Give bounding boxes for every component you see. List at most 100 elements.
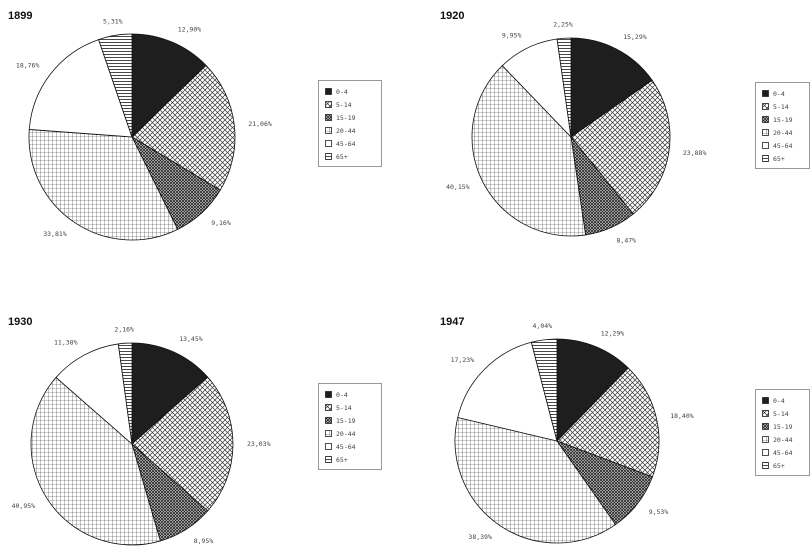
data-label: 2,25% — [553, 20, 573, 28]
chart-title-1899: 1899 — [8, 10, 33, 22]
data-label: 9,95% — [502, 31, 522, 39]
legend-swatch — [325, 153, 332, 160]
legend-swatch — [762, 116, 769, 123]
chart-title-1930: 1930 — [8, 316, 33, 328]
legend-item: 45-64 — [762, 446, 803, 459]
legend-item: 20-44 — [325, 124, 375, 137]
legend-label: 0-4 — [773, 89, 785, 98]
legend-swatch — [762, 449, 769, 456]
legend-item: 5-14 — [762, 100, 803, 113]
legend-swatch — [762, 142, 769, 149]
data-label: 40,15% — [446, 183, 470, 191]
legend-swatch — [325, 127, 332, 134]
data-label: 4,04% — [533, 322, 553, 330]
legend-item: 15-19 — [762, 420, 803, 433]
data-label: 18,40% — [670, 412, 694, 420]
data-label: 11,38% — [54, 339, 78, 347]
legend-item: 65+ — [762, 152, 803, 165]
legend-swatch — [325, 101, 332, 108]
data-label: 18,76% — [16, 62, 40, 70]
data-label: 23,03% — [247, 440, 271, 448]
legend-swatch — [762, 129, 769, 136]
legend-label: 20-44 — [336, 429, 356, 438]
legend-item: 65+ — [325, 150, 375, 163]
chart-title-1920: 1920 — [440, 10, 465, 22]
data-label: 17,23% — [451, 356, 475, 364]
data-label: 12,90% — [178, 25, 202, 33]
data-label: 9,16% — [211, 219, 231, 227]
pie-chart-1920: 15,29% 23,88% 8,47% 40,15% 9,95% 2,25% — [446, 20, 706, 244]
legend-swatch — [325, 417, 332, 424]
data-label: 13,45% — [179, 335, 203, 343]
pie-slice-5-14 — [131, 376, 234, 512]
pie-slice-0-4 — [556, 338, 629, 442]
legend-label: 5-14 — [336, 403, 352, 412]
legend-label: 15-19 — [773, 115, 793, 124]
legend-label: 5-14 — [336, 100, 352, 109]
legend-item: 0-4 — [762, 87, 803, 100]
legend-swatch — [762, 423, 769, 430]
pie-chart-1947: 12,29% 18,40% 9,53% 38,39% 17,23% 4,04% — [451, 322, 694, 544]
legend-swatch — [325, 404, 332, 411]
data-label: 12,29% — [601, 330, 625, 338]
data-label: 33,81% — [43, 230, 67, 238]
legend-label: 15-19 — [336, 416, 356, 425]
legend-label: 20-44 — [336, 126, 356, 135]
legend-1899: 0-4 5-14 15-19 20-44 45-64 65+ — [318, 80, 382, 167]
legend-item: 15-19 — [762, 113, 803, 126]
legend-item: 5-14 — [762, 407, 803, 420]
legend-item: 15-19 — [325, 414, 375, 427]
legend-item: 20-44 — [325, 427, 375, 440]
legend-label: 5-14 — [773, 102, 789, 111]
legend-swatch — [325, 443, 332, 450]
legend-1947: 0-4 5-14 15-19 20-44 45-64 65+ — [755, 389, 810, 476]
data-label: 38,39% — [468, 533, 492, 541]
legend-label: 65+ — [336, 455, 348, 464]
pie-slice-65plus — [556, 37, 572, 138]
data-label: 9,53% — [649, 508, 669, 516]
legend-item: 45-64 — [762, 139, 803, 152]
pie-chart-1930: 13,45% 23,03% 8,95% 40,95% 11,38% 2,16% — [12, 325, 271, 546]
legend-swatch — [762, 462, 769, 469]
pie-slice-20-44 — [30, 376, 161, 546]
pie-slice-5-14 — [131, 64, 236, 191]
legend-item: 45-64 — [325, 137, 375, 150]
legend-label: 45-64 — [336, 442, 356, 451]
pie-slice-65plus — [98, 33, 133, 138]
chart-title-1947: 1947 — [440, 316, 465, 328]
legend-item: 0-4 — [762, 394, 803, 407]
legend-swatch — [325, 88, 332, 95]
legend-item: 0-4 — [325, 85, 375, 98]
legend-label: 15-19 — [336, 113, 356, 122]
pie-slice-0-4 — [570, 37, 653, 138]
pie-slice-20-44 — [28, 129, 179, 241]
legend-label: 65+ — [336, 152, 348, 161]
pie-slice-20-44 — [471, 65, 587, 237]
pie-slice-5-14 — [570, 79, 671, 215]
legend-swatch — [762, 397, 769, 404]
pie-chart-1899: 12,90% 21,06% 9,16% 33,81% 18,76% 5,31% — [16, 18, 272, 241]
pie-slice-45-64 — [55, 343, 133, 446]
data-label: 8,47% — [617, 236, 637, 244]
pie-slice-5-14 — [556, 367, 660, 478]
legend-item: 5-14 — [325, 401, 375, 414]
legend-swatch — [762, 436, 769, 443]
legend-label: 65+ — [773, 154, 785, 163]
data-label: 2,16% — [114, 325, 134, 333]
legend-label: 20-44 — [773, 435, 793, 444]
legend-swatch — [325, 430, 332, 437]
legend-swatch — [762, 103, 769, 110]
data-label: 40,95% — [12, 502, 36, 510]
pie-slice-65plus — [530, 338, 558, 442]
legend-item: 20-44 — [762, 433, 803, 446]
legend-1920: 0-4 5-14 15-19 20-44 45-64 65+ — [755, 82, 810, 169]
legend-swatch — [762, 90, 769, 97]
legend-item: 5-14 — [325, 98, 375, 111]
legend-item: 65+ — [325, 453, 375, 466]
legend-label: 0-4 — [773, 396, 785, 405]
legend-swatch — [762, 155, 769, 162]
pie-slice-45-64 — [457, 341, 558, 442]
data-label: 15,29% — [623, 33, 647, 41]
legend-label: 65+ — [773, 461, 785, 470]
legend-label: 0-4 — [336, 87, 348, 96]
